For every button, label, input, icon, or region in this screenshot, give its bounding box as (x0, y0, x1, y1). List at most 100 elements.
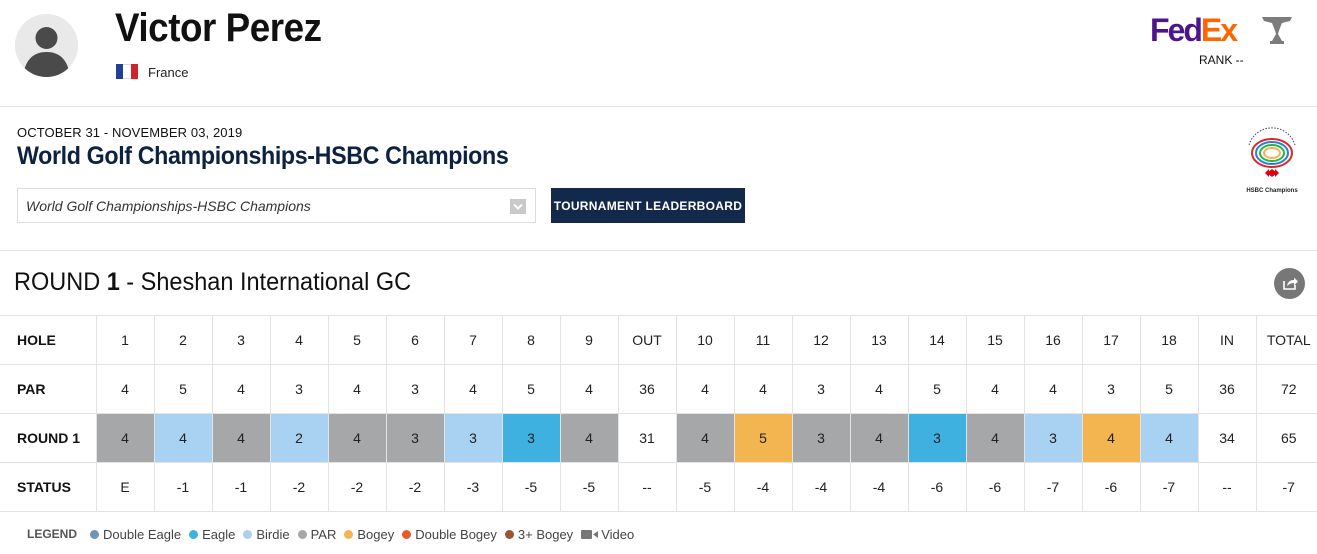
france-flag-icon (116, 64, 138, 79)
par-cell: 4 (1023, 364, 1083, 414)
score-cell: 4 (1081, 413, 1141, 463)
legend-label: 3+ Bogey (517, 526, 574, 542)
score-cell: 3 (1023, 413, 1083, 463)
legend-dot-icon (297, 529, 307, 539)
hole-cell: 9 (559, 315, 619, 365)
par-cell: 5 (501, 364, 561, 414)
hole-cell: 15 (965, 315, 1025, 365)
status-cell: -6 (907, 462, 967, 512)
status-cell: -5 (675, 462, 735, 512)
par-cell: 3 (1081, 364, 1141, 414)
status-cell: -7 (1255, 462, 1317, 512)
score-cell: 4 (675, 413, 735, 463)
fedex-wordmark: FedEx (1150, 12, 1238, 48)
round-prefix: ROUND (14, 268, 107, 296)
hole-row: HOLE 1 2 3 4 5 6 7 8 9 OUT 10 11 12 13 14 15 16 17 18 IN TOT… (0, 315, 1317, 365)
hole-cell: 17 (1081, 315, 1141, 365)
status-cell: -5 (501, 462, 561, 512)
tournament-select-value: World Golf Championships-HSBC Champions (26, 198, 311, 214)
round-course: - Sheshan International GC (119, 268, 412, 296)
par-cell: 3 (269, 364, 329, 414)
flag-stripe-blue (116, 64, 124, 79)
fedex-rank: RANK -- (1199, 53, 1244, 67)
tournament-leaderboard-button[interactable]: TOURNAMENT LEADERBOARD (551, 188, 745, 223)
player-header: Victor Perez France FedEx RANK -- (0, 0, 1317, 107)
flag-stripe-white (123, 64, 131, 79)
round-row-label: ROUND 1 (0, 413, 97, 463)
round-number: 1 (106, 268, 120, 296)
score-cell: 4 (153, 413, 213, 463)
legend: LEGEND Double Eagle Eagle Birdie PAR Bogey Do… (27, 526, 634, 542)
par-cell: 5 (907, 364, 967, 414)
legend-items: Double Eagle Eagle Birdie PAR Bogey Double Bo… (90, 527, 581, 542)
wgc-logo-caption: HSBC Champions (1246, 188, 1298, 194)
score-cell: 4 (1139, 413, 1199, 463)
status-cell: -7 (1023, 462, 1083, 512)
legend-item: 3+ Bogey (504, 526, 574, 542)
status-cell: -- (1197, 462, 1257, 512)
score-cell: 3 (501, 413, 561, 463)
score-cell: 65 (1255, 413, 1317, 463)
hole-row-label: HOLE (0, 315, 97, 365)
flag-stripe-red (130, 64, 138, 79)
hole-cell: 5 (327, 315, 387, 365)
tournament-select[interactable]: World Golf Championships-HSBC Champions (17, 188, 536, 223)
score-cell: 2 (269, 413, 329, 463)
legend-video-label: Video (601, 526, 635, 542)
player-country: France (148, 65, 189, 80)
legend-dot-icon (189, 529, 199, 539)
hole-cell: 8 (501, 315, 561, 365)
legend-dot-icon (90, 529, 100, 539)
legend-item: Double Bogey (402, 527, 497, 542)
video-camera-icon (581, 529, 599, 539)
par-cell: 4 (95, 364, 155, 414)
hole-cell: 4 (269, 315, 329, 365)
par-cell: 4 (733, 364, 793, 414)
status-cell: -2 (385, 462, 445, 512)
hole-cell: 18 (1139, 315, 1199, 365)
score-cell: 4 (95, 413, 155, 463)
status-cell: -4 (733, 462, 793, 512)
status-cell: -6 (1081, 462, 1141, 512)
legend-item: Birdie (243, 526, 290, 542)
status-cell: -- (617, 462, 677, 512)
par-cell: 5 (1139, 364, 1199, 414)
score-cell: 4 (211, 413, 271, 463)
fedex-ex: Ex (1200, 12, 1238, 48)
score-cell: 4 (965, 413, 1025, 463)
fedex-cup-logo: FedEx (1150, 14, 1300, 54)
status-cell: -4 (849, 462, 909, 512)
scorecard-table: HOLE 1 2 3 4 5 6 7 8 9 OUT 10 11 12 13 14 15 16 17 18 IN TOT… (0, 315, 1317, 512)
round-score-row: ROUND 1 4 4 4 2 4 3 3 3 4 31 4 5 3 4 3 4 3 4 4 34 65 (0, 413, 1317, 463)
share-button[interactable] (1274, 268, 1305, 299)
score-cell: 4 (559, 413, 619, 463)
hole-cell: 10 (675, 315, 735, 365)
wgc-globe-icon (1248, 127, 1296, 177)
score-cell: 34 (1197, 413, 1257, 463)
fedex-fed: Fed (1150, 12, 1203, 48)
round-title: ROUND 1 - Sheshan International GC (14, 268, 411, 297)
score-cell: 5 (733, 413, 793, 463)
status-cell: -5 (559, 462, 619, 512)
legend-dot-icon (402, 529, 412, 539)
hole-cell: 11 (733, 315, 793, 365)
par-cell: 5 (153, 364, 213, 414)
par-cell: 4 (849, 364, 909, 414)
tournament-name: World Golf Championships-HSBC Champions (17, 142, 509, 170)
legend-label: Birdie (256, 526, 290, 542)
par-cell: 4 (675, 364, 735, 414)
chevron-down-icon[interactable] (510, 199, 526, 214)
par-cell: 4 (211, 364, 271, 414)
status-cell: E (95, 462, 155, 512)
legend-dot-icon (504, 529, 514, 539)
wgc-hsbc-logo: HSBC Champions (1241, 123, 1303, 201)
hole-cell: 1 (95, 315, 155, 365)
hole-cell: IN (1197, 315, 1257, 365)
legend-item: Bogey (344, 527, 394, 542)
tournament-dates: OCTOBER 31 - NOVEMBER 03, 2019 (17, 125, 243, 140)
legend-dot-icon (243, 529, 253, 539)
hole-cell: 3 (211, 315, 271, 365)
avatar-silhouette-icon (15, 14, 78, 77)
status-cell: -4 (791, 462, 851, 512)
hole-cell: TOTAL (1255, 315, 1317, 365)
